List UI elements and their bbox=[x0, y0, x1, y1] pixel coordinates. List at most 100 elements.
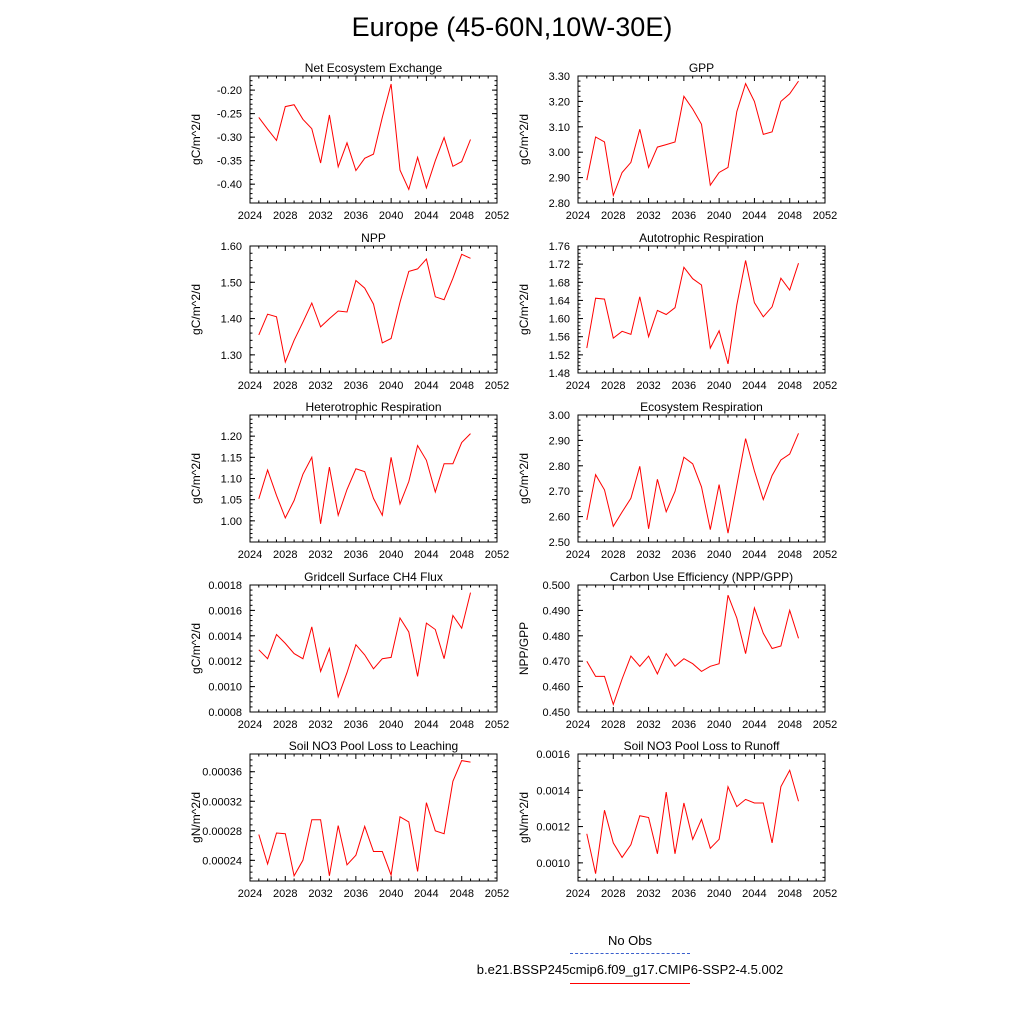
x-tick-label: 2040 bbox=[379, 210, 403, 222]
y-tick-label: 3.00 bbox=[549, 147, 570, 159]
x-tick-label: 2024 bbox=[566, 888, 590, 900]
x-tick-label: 2048 bbox=[449, 380, 473, 392]
y-axis-label: gC/m^2/d bbox=[517, 114, 531, 165]
chart-title: Ecosystem Respiration bbox=[640, 400, 763, 414]
page-title: Europe (45-60N,10W-30E) bbox=[351, 12, 673, 42]
x-tick-label: 2052 bbox=[813, 380, 837, 392]
series-line bbox=[586, 80, 799, 198]
x-tick-label: 2024 bbox=[238, 210, 262, 222]
y-axis-label: gC/m^2/d bbox=[189, 114, 203, 165]
x-tick-label: 2044 bbox=[414, 549, 438, 561]
y-tick-label: 1.60 bbox=[549, 314, 570, 326]
x-tick-label: 2044 bbox=[414, 888, 438, 900]
x-tick-label: 2044 bbox=[742, 888, 766, 900]
x-tick-label: 2036 bbox=[672, 380, 696, 392]
y-tick-label: 3.20 bbox=[549, 96, 570, 108]
y-tick-label: 1.05 bbox=[221, 495, 242, 507]
x-tick-label: 2044 bbox=[742, 380, 766, 392]
y-tick-label: 1.52 bbox=[549, 350, 570, 362]
x-tick-label: 2028 bbox=[273, 719, 297, 731]
chart-panel-3: Autotrophic Respiration gC/m^2/d 2024 2028 2… bbox=[517, 231, 837, 392]
x-tick-label: 2044 bbox=[414, 719, 438, 731]
chart-title: Autotrophic Respiration bbox=[639, 231, 764, 245]
x-tick-label: 2024 bbox=[566, 380, 590, 392]
y-tick-label: 0.0016 bbox=[536, 749, 570, 761]
x-tick-label: 2024 bbox=[238, 888, 262, 900]
plot-frame bbox=[577, 245, 826, 374]
x-tick-label: 2048 bbox=[777, 888, 801, 900]
x-tick-label: 2032 bbox=[636, 380, 660, 392]
chart-panel-1: GPP gC/m^2/d 2024 2028 2032 2036 2040 2044 2048 2… bbox=[517, 61, 837, 222]
x-tick-label: 2040 bbox=[379, 888, 403, 900]
y-tick-label: 1.64 bbox=[549, 295, 570, 307]
y-axis-label: gC/m^2/d bbox=[189, 453, 203, 504]
x-tick-label: 2032 bbox=[636, 549, 660, 561]
x-tick-label: 2024 bbox=[238, 719, 262, 731]
series-line bbox=[586, 595, 799, 706]
y-axis-label: gC/m^2/d bbox=[517, 453, 531, 504]
y-tick-label: 1.72 bbox=[549, 259, 570, 271]
x-tick-label: 2048 bbox=[449, 719, 473, 731]
x-tick-label: 2040 bbox=[707, 549, 731, 561]
x-tick-label: 2048 bbox=[777, 719, 801, 731]
x-tick-label: 2040 bbox=[707, 380, 731, 392]
x-tick-label: 2044 bbox=[414, 210, 438, 222]
x-tick-label: 2048 bbox=[777, 380, 801, 392]
x-tick-label: 2052 bbox=[813, 888, 837, 900]
y-tick-label: 0.450 bbox=[542, 707, 570, 719]
y-tick-label: 0.0016 bbox=[208, 605, 242, 617]
x-tick-label: 2024 bbox=[238, 549, 262, 561]
y-tick-label: 0.490 bbox=[542, 605, 570, 617]
x-tick-label: 2052 bbox=[813, 210, 837, 222]
x-tick-label: 2036 bbox=[344, 380, 368, 392]
y-tick-label: 0.0010 bbox=[208, 682, 242, 694]
y-tick-label: 1.60 bbox=[221, 241, 242, 253]
x-tick-label: 2040 bbox=[379, 719, 403, 731]
x-tick-label: 2032 bbox=[308, 549, 332, 561]
y-tick-label: 1.20 bbox=[221, 431, 242, 443]
y-tick-label: 1.76 bbox=[549, 241, 570, 253]
series-line bbox=[258, 760, 471, 878]
x-tick-label: 2028 bbox=[601, 719, 625, 731]
chart-title: Soil NO3 Pool Loss to Leaching bbox=[289, 739, 458, 753]
y-tick-label: 1.68 bbox=[549, 277, 570, 289]
x-tick-label: 2032 bbox=[636, 719, 660, 731]
x-tick-label: 2040 bbox=[707, 719, 731, 731]
chart-title: Carbon Use Efficiency (NPP/GPP) bbox=[610, 570, 793, 584]
x-tick-label: 2024 bbox=[566, 549, 590, 561]
x-tick-label: 2052 bbox=[813, 719, 837, 731]
x-tick-label: 2048 bbox=[777, 210, 801, 222]
y-tick-label: 0.500 bbox=[542, 580, 570, 592]
y-axis-label: gC/m^2/d bbox=[189, 623, 203, 674]
y-tick-label: 1.15 bbox=[221, 452, 242, 464]
x-tick-label: 2036 bbox=[672, 549, 696, 561]
chart-panel-8: Soil NO3 Pool Loss to Leaching gN/m^2/d 20… bbox=[189, 739, 509, 900]
y-tick-label: 0.0012 bbox=[208, 656, 242, 668]
x-tick-label: 2032 bbox=[308, 888, 332, 900]
chart-panel-6: Gridcell Surface CH4 Flux gC/m^2/d 2024 202… bbox=[189, 570, 509, 731]
y-axis-label: gN/m^2/d bbox=[189, 792, 203, 843]
plot-frame bbox=[249, 414, 498, 543]
x-tick-label: 2040 bbox=[379, 380, 403, 392]
y-axis-label: gC/m^2/d bbox=[189, 284, 203, 335]
x-tick-label: 2032 bbox=[308, 210, 332, 222]
chart-panel-9: Soil NO3 Pool Loss to Runoff gN/m^2/d 2024… bbox=[517, 739, 837, 900]
y-axis-label: gN/m^2/d bbox=[517, 792, 531, 843]
x-tick-label: 2028 bbox=[601, 380, 625, 392]
chart-panel-0: Net Ecosystem Exchange gC/m^2/d 2024 2028 20… bbox=[189, 61, 509, 222]
y-tick-label: 2.80 bbox=[549, 461, 570, 473]
y-tick-label: 1.30 bbox=[221, 350, 242, 362]
x-tick-label: 2036 bbox=[344, 210, 368, 222]
series-line bbox=[258, 592, 471, 699]
y-tick-label: 0.00036 bbox=[202, 767, 242, 779]
x-tick-label: 2044 bbox=[742, 210, 766, 222]
x-tick-label: 2044 bbox=[742, 719, 766, 731]
chart-title: Gridcell Surface CH4 Flux bbox=[304, 570, 443, 584]
y-tick-label: 0.00028 bbox=[202, 826, 242, 838]
chart-title: GPP bbox=[689, 61, 714, 75]
x-tick-label: 2048 bbox=[777, 549, 801, 561]
x-tick-label: 2036 bbox=[672, 888, 696, 900]
y-tick-label: 0.00032 bbox=[202, 796, 242, 808]
chart-title: Net Ecosystem Exchange bbox=[305, 61, 443, 75]
y-tick-label: 2.90 bbox=[549, 435, 570, 447]
